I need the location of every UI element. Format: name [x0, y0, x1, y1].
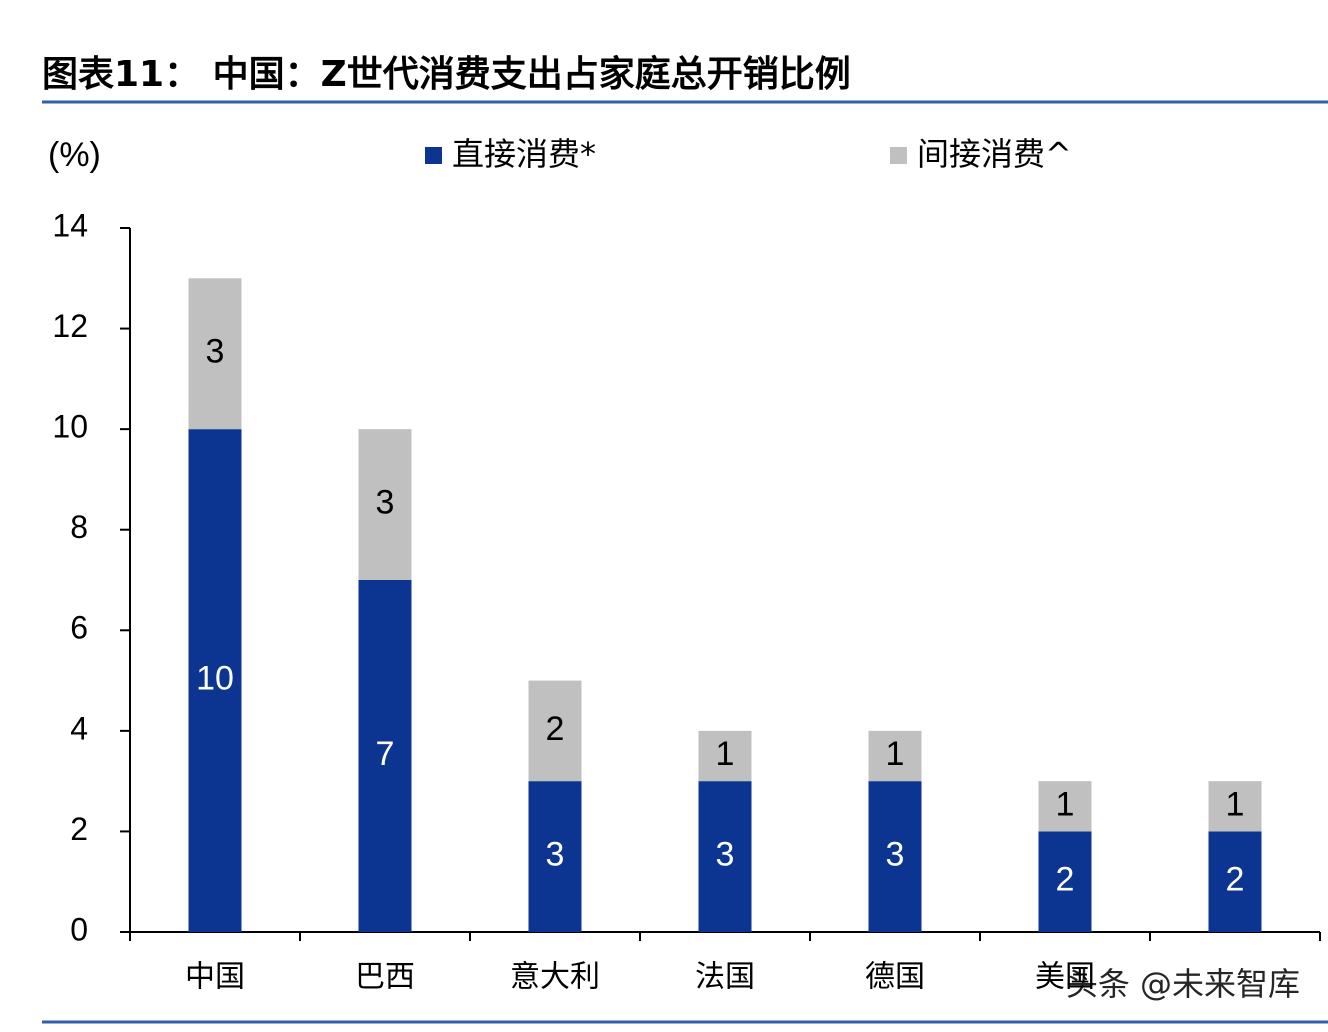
x-tick-label: 巴西: [355, 960, 415, 995]
legend-swatch: [890, 147, 907, 164]
bar-segment: [868, 781, 922, 932]
data-label: 1: [716, 735, 735, 773]
bar-segment: [1208, 831, 1262, 932]
y-tick-label: 4: [70, 710, 88, 746]
data-label: 3: [376, 484, 395, 522]
bar-segment: [1208, 781, 1262, 832]
bar-segment: [528, 781, 582, 932]
y-tick-label: 6: [70, 610, 88, 646]
bar-segment: [358, 429, 412, 580]
x-tick-label: 法国: [695, 960, 755, 995]
data-label: 3: [206, 333, 225, 371]
data-label: 1: [1226, 785, 1245, 823]
x-tick-label: 德国: [865, 960, 925, 995]
bar-segment: [868, 730, 922, 782]
bar-segment: [1038, 831, 1092, 932]
data-label: 7: [376, 735, 395, 773]
data-label: 1: [886, 735, 905, 773]
data-label: 2: [1226, 861, 1245, 899]
x-tick-label: 意大利: [510, 960, 600, 995]
bar-segment: [358, 580, 412, 932]
data-label: 1: [1056, 785, 1075, 823]
legend-label: 直接消费*: [452, 135, 596, 173]
legend-label: 间接消费^: [917, 135, 1072, 173]
x-tick-label: 中国: [185, 960, 245, 995]
bar-segment: [698, 730, 752, 782]
data-label: 3: [716, 836, 735, 874]
y-tick-label: 8: [70, 509, 88, 545]
y-tick-label: 12: [52, 308, 88, 344]
legend-swatch: [425, 147, 442, 164]
y-tick-label: 10: [52, 409, 88, 445]
x-tick-label: 美国: [1035, 960, 1095, 995]
bar-segment: [698, 781, 752, 932]
data-label: 3: [546, 836, 565, 874]
data-label: 2: [1056, 861, 1075, 899]
bar-segment: [1038, 781, 1092, 832]
data-label: 10: [196, 660, 234, 698]
data-label: 2: [546, 710, 565, 748]
y-tick-label: 0: [70, 911, 88, 947]
bar-segment: [528, 680, 582, 782]
watermark: 头条 @未来智库: [1066, 965, 1300, 1003]
chart-title: 图表11： 中国：Z世代消费支出占家庭总开销比例: [42, 54, 851, 95]
bar-segment: [188, 429, 242, 932]
y-tick-label: 2: [70, 811, 88, 847]
y-axis-label: (%): [48, 136, 101, 174]
bar-segment: [188, 278, 242, 430]
data-label: 3: [886, 836, 905, 874]
y-tick-label: 14: [52, 207, 88, 243]
